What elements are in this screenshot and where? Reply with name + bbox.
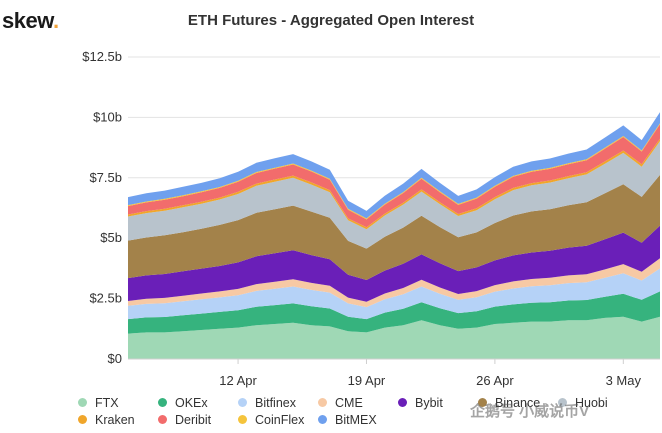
x-tick-label: 12 Apr: [219, 373, 257, 388]
legend-label: Deribit: [175, 413, 212, 427]
series-area-binance: [128, 174, 660, 280]
legend-item-huobi[interactable]: Huobi: [558, 396, 608, 410]
legend-label: CoinFlex: [255, 413, 305, 427]
series-area-bitmex: [128, 112, 660, 219]
x-tick-label: 3 May: [606, 373, 642, 388]
legend-item-bitfinex[interactable]: Bitfinex: [238, 396, 296, 410]
legend-dot: [238, 415, 247, 424]
legend-label: CME: [335, 396, 363, 410]
legend-dot: [78, 398, 87, 407]
legend-item-ftx[interactable]: FTX: [78, 396, 119, 410]
series-area-okex: [128, 291, 660, 334]
series-area-bitfinex: [128, 268, 660, 320]
y-tick-label: $12.5b: [82, 49, 122, 64]
stacked-areas: [128, 112, 660, 359]
legend-label: Bitfinex: [255, 396, 296, 410]
legend-item-bybit[interactable]: Bybit: [398, 396, 443, 410]
legend-dot: [478, 398, 487, 407]
legend-label: OKEx: [175, 396, 208, 410]
y-tick-label: $2.5b: [89, 291, 122, 306]
legend-dot: [238, 398, 247, 407]
series-area-cme: [128, 258, 660, 308]
legend-dot: [318, 415, 327, 424]
y-tick-label: $0: [108, 351, 122, 366]
legend-label: Huobi: [575, 396, 608, 410]
legend-label: Kraken: [95, 413, 135, 427]
legend-dot: [78, 415, 87, 424]
legend-dot: [318, 398, 327, 407]
y-axis: $0 $2.5b $5b $7.5b $10b $12.5b: [82, 49, 122, 366]
series-area-huobi: [128, 141, 660, 249]
legend-item-okex[interactable]: OKEx: [158, 396, 208, 410]
legend-item-cme[interactable]: CME: [318, 396, 363, 410]
legend-item-coinflex[interactable]: CoinFlex: [238, 413, 304, 427]
series-area-bybit: [128, 225, 660, 302]
watermark: 企鹅号 小威说币V: [470, 403, 590, 420]
legend-item-deribit[interactable]: Deribit: [158, 413, 211, 427]
x-tick-label: 19 Apr: [348, 373, 386, 388]
legend-label: BitMEX: [335, 413, 377, 427]
legend-dot: [158, 398, 167, 407]
skew-logo: skew.: [2, 8, 59, 34]
y-tick-label: $10b: [93, 109, 122, 124]
legend-dot: [558, 398, 567, 407]
legend-label: Bybit: [415, 396, 443, 410]
chart-title: ETH Futures - Aggregated Open Interest: [187, 12, 475, 29]
series-area-ftx: [128, 316, 660, 359]
legend-dot: [398, 398, 407, 407]
legend-item-bitmex[interactable]: BitMEX: [318, 413, 377, 427]
legend-dot: [158, 415, 167, 424]
legend-label: FTX: [95, 396, 119, 410]
y-tick-label: $7.5b: [89, 170, 122, 185]
brand-name: skew: [2, 8, 54, 33]
legend-label: Binance: [495, 396, 541, 410]
x-tick-label: 26 Apr: [476, 373, 514, 388]
legend-item-kraken[interactable]: Kraken: [78, 413, 135, 427]
series-area-deribit: [128, 124, 660, 228]
brand-dot: .: [53, 8, 59, 33]
x-axis: 12 Apr 19 Apr 26 Apr 3 May: [128, 358, 660, 388]
legend-item-binance[interactable]: Binance: [478, 396, 540, 410]
y-tick-label: $5b: [100, 230, 122, 245]
